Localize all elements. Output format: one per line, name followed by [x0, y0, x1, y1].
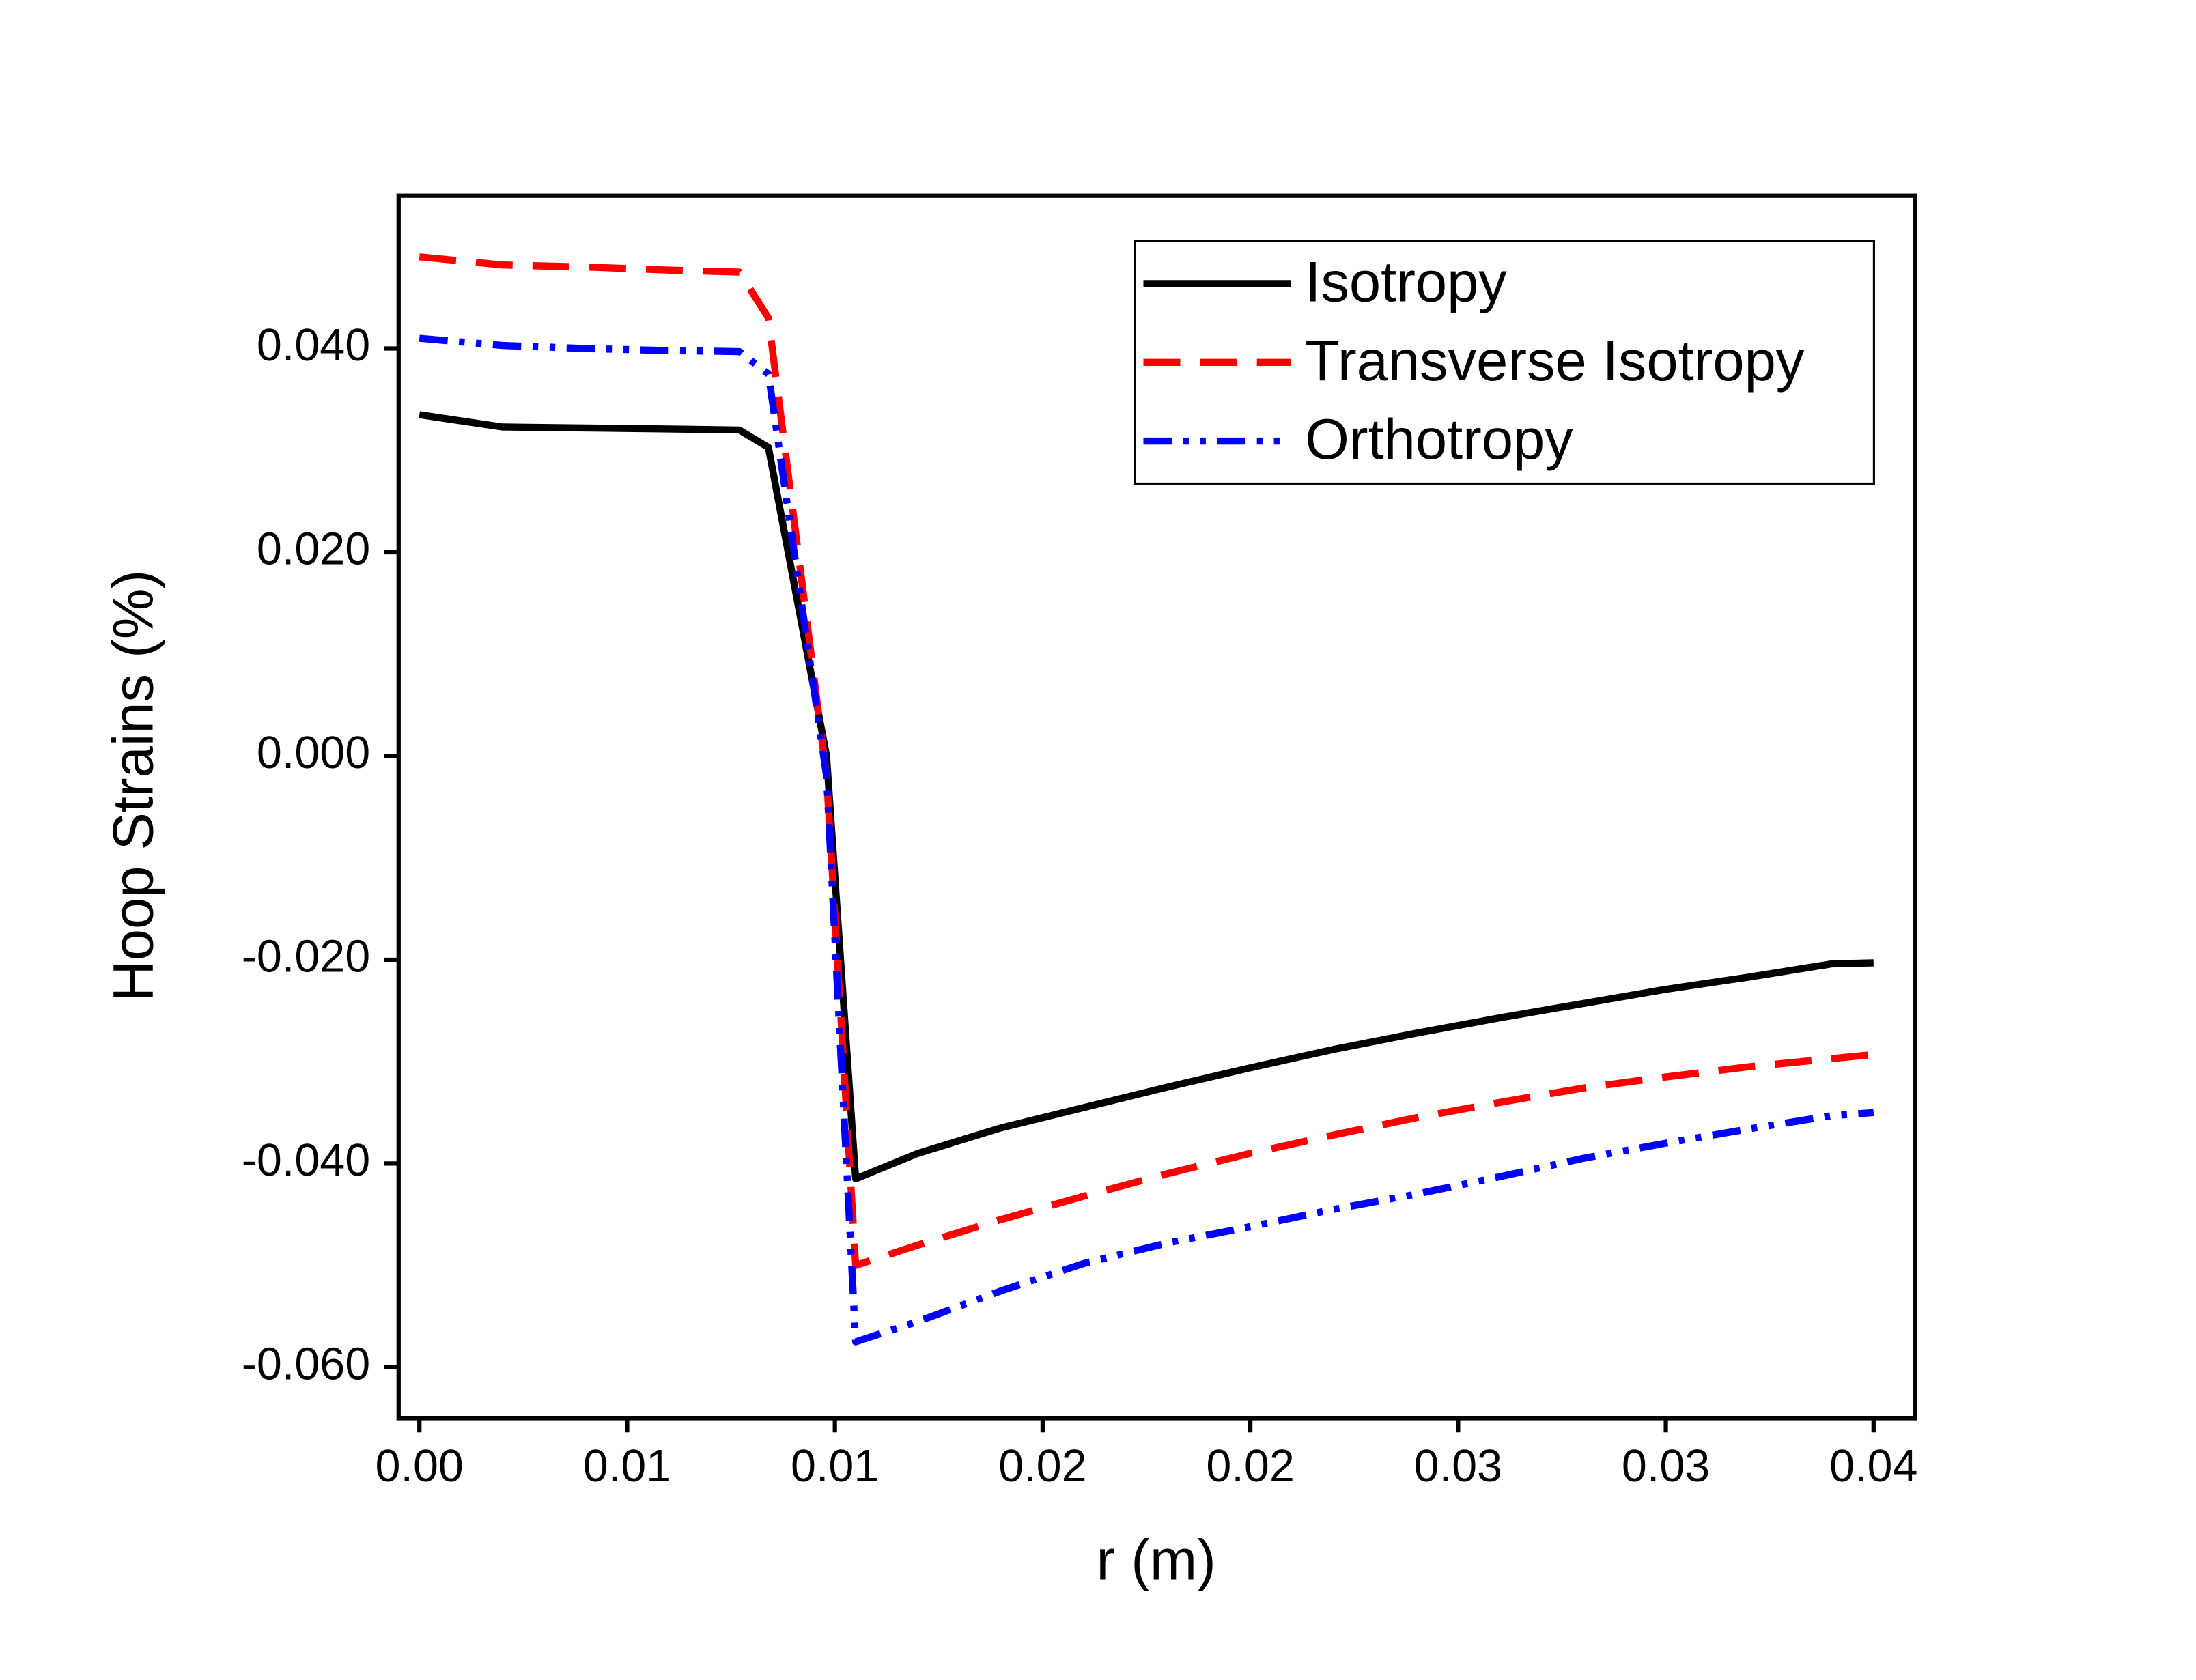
y-axis-label: Hoop Strains (%)	[101, 570, 165, 1002]
x-tick-label: 0.03	[1414, 1441, 1502, 1492]
x-tick-label: 0.03	[1622, 1441, 1710, 1492]
plot-frame	[396, 193, 1917, 1421]
legend-label: Orthotropy	[1305, 408, 1573, 471]
series-line	[419, 334, 1874, 1346]
x-axis-label: r (m)	[1097, 1528, 1216, 1591]
y-tick-label: 0.000	[257, 728, 370, 778]
legend-label: Transverse Isotropy	[1305, 329, 1804, 393]
y-tick-label: 0.020	[257, 524, 370, 575]
y-tick-label: 0.040	[257, 320, 370, 371]
x-tick-label: 0.01	[791, 1441, 879, 1492]
x-tick-label: 0.00	[376, 1441, 464, 1492]
x-tick-label: 0.04	[1829, 1441, 1917, 1492]
y-tick-label: -0.060	[242, 1339, 370, 1389]
series-line	[419, 411, 1874, 1182]
x-tick-label: 0.02	[998, 1441, 1086, 1492]
series-line	[419, 253, 1874, 1269]
x-tick-label: 0.01	[583, 1441, 671, 1492]
legend-label: Isotropy	[1305, 251, 1507, 314]
x-tick-label: 0.02	[1206, 1441, 1294, 1492]
y-tick-label: -0.040	[242, 1135, 370, 1186]
y-tick-label: -0.020	[242, 932, 370, 982]
